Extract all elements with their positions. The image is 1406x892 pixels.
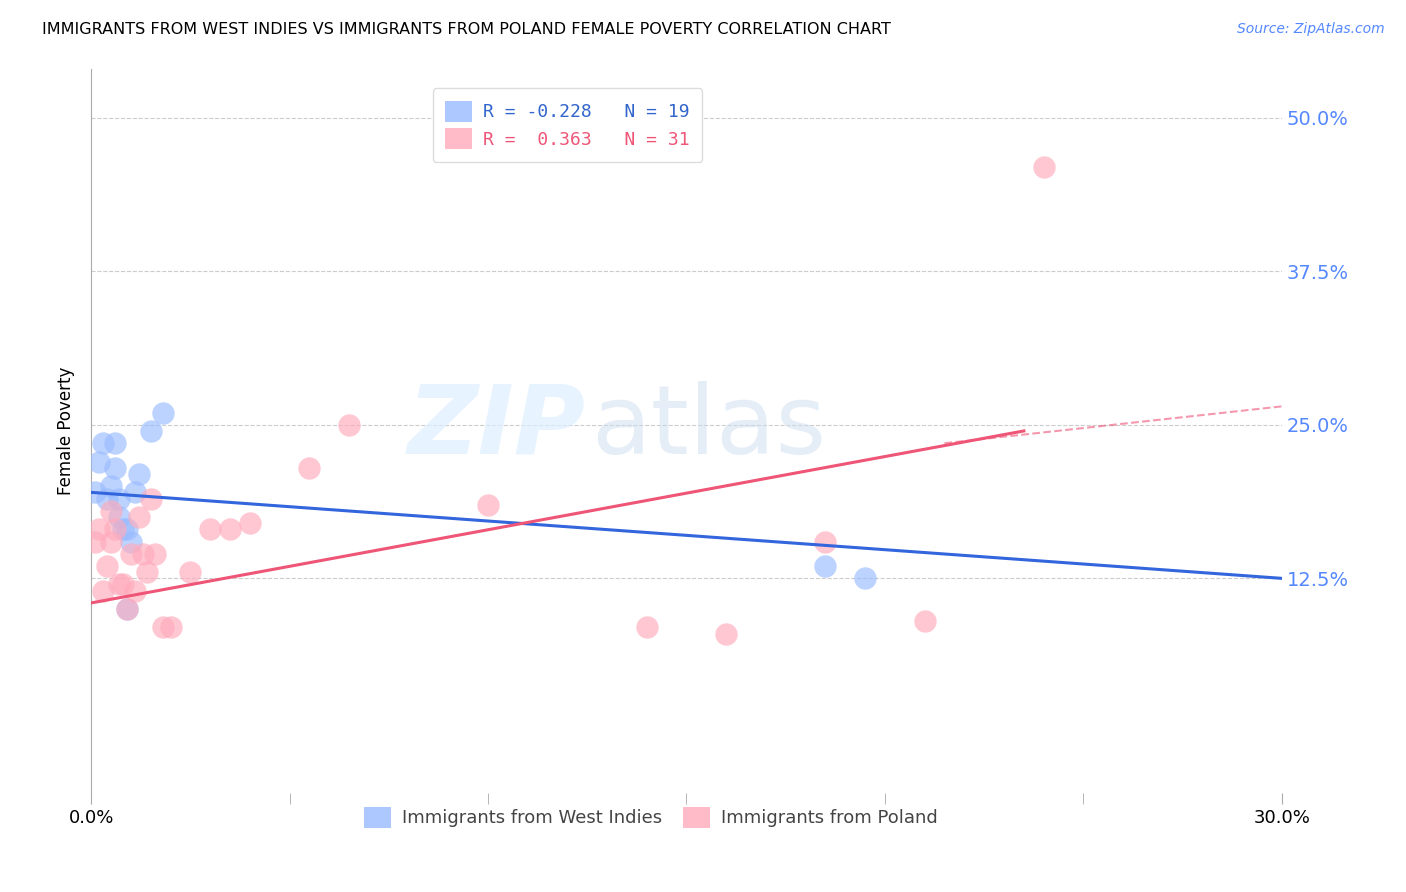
Point	[120, 547, 142, 561]
Point	[143, 547, 166, 561]
Point	[132, 547, 155, 561]
Point	[200, 522, 222, 536]
Point	[298, 460, 321, 475]
Point	[128, 510, 150, 524]
Point	[108, 491, 131, 506]
Point	[87, 455, 110, 469]
Point	[219, 522, 242, 536]
Point	[1032, 160, 1054, 174]
Point	[91, 436, 114, 450]
Point	[337, 417, 360, 432]
Point	[104, 460, 127, 475]
Point	[96, 559, 118, 574]
Text: atlas: atlas	[592, 381, 827, 474]
Point	[239, 516, 262, 530]
Point	[124, 485, 146, 500]
Point	[636, 620, 658, 634]
Point	[814, 534, 837, 549]
Point	[84, 534, 107, 549]
Point	[152, 405, 174, 419]
Point	[111, 522, 134, 536]
Point	[179, 565, 201, 579]
Point	[853, 571, 876, 585]
Y-axis label: Female Poverty: Female Poverty	[58, 367, 75, 495]
Point	[100, 534, 122, 549]
Point	[108, 510, 131, 524]
Point	[135, 565, 157, 579]
Point	[120, 534, 142, 549]
Point	[128, 467, 150, 481]
Point	[115, 602, 138, 616]
Point	[84, 485, 107, 500]
Point	[159, 620, 181, 634]
Point	[87, 522, 110, 536]
Point	[108, 577, 131, 591]
Point	[100, 479, 122, 493]
Legend: Immigrants from West Indies, Immigrants from Poland: Immigrants from West Indies, Immigrants …	[356, 800, 945, 835]
Text: Source: ZipAtlas.com: Source: ZipAtlas.com	[1237, 22, 1385, 37]
Point	[115, 602, 138, 616]
Text: IMMIGRANTS FROM WEST INDIES VS IMMIGRANTS FROM POLAND FEMALE POVERTY CORRELATION: IMMIGRANTS FROM WEST INDIES VS IMMIGRANT…	[42, 22, 891, 37]
Point	[477, 498, 499, 512]
Point	[139, 424, 162, 438]
Point	[104, 436, 127, 450]
Point	[139, 491, 162, 506]
Point	[100, 504, 122, 518]
Point	[814, 559, 837, 574]
Point	[124, 583, 146, 598]
Point	[111, 577, 134, 591]
Text: ZIP: ZIP	[408, 381, 585, 474]
Point	[104, 522, 127, 536]
Point	[96, 491, 118, 506]
Point	[714, 626, 737, 640]
Point	[91, 583, 114, 598]
Point	[152, 620, 174, 634]
Point	[914, 615, 936, 629]
Point	[115, 522, 138, 536]
